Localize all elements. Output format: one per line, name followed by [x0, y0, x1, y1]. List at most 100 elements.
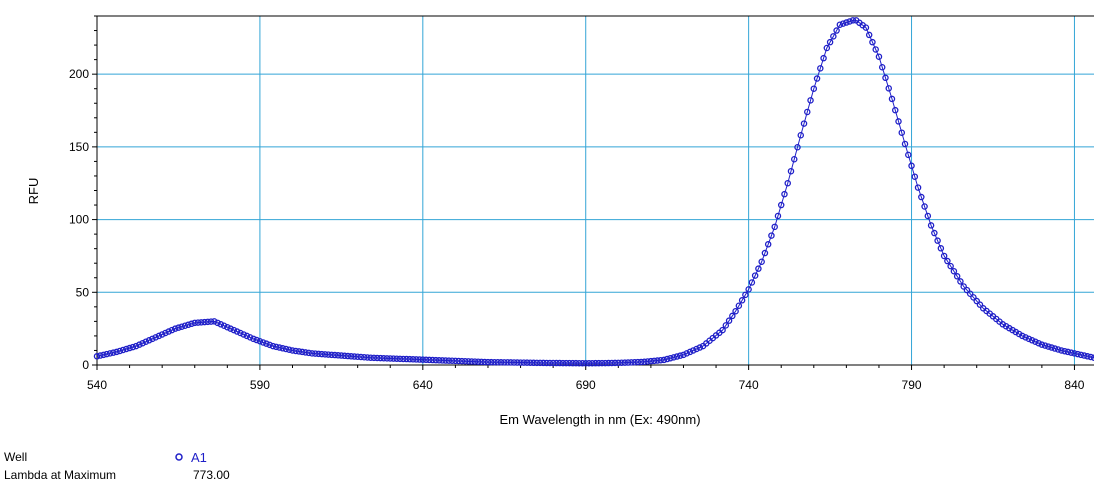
data-point [494, 358, 501, 366]
data-point [742, 291, 749, 299]
data-point [582, 359, 589, 367]
data-point [136, 341, 143, 348]
data-point [647, 357, 655, 365]
data-point [957, 278, 964, 285]
data-point [302, 349, 309, 356]
data-point [667, 354, 674, 362]
data-point [240, 331, 247, 338]
data-point [888, 95, 896, 103]
well-value: A1 [191, 450, 207, 465]
data-point [908, 162, 915, 170]
data-point [214, 319, 221, 327]
data-point [628, 359, 635, 366]
data-point [618, 359, 625, 366]
axis-tick-labels: 540 590 640 690 740 790 840 0 50 100 150 200 [69, 67, 1085, 392]
data-point [657, 356, 664, 364]
data-point [272, 343, 280, 351]
data-point [536, 359, 544, 367]
data-point [373, 354, 381, 362]
data-point [1090, 354, 1094, 361]
data-point [243, 332, 251, 340]
data-point [566, 359, 573, 367]
data-point [354, 353, 361, 361]
data-point [820, 54, 827, 62]
lambda-label: Lambda at Maximum [4, 468, 116, 482]
data-point [725, 317, 733, 324]
data-point [764, 241, 772, 248]
data-point [810, 85, 818, 92]
data-point [745, 286, 752, 293]
data-point [396, 355, 404, 363]
data-point [250, 335, 257, 343]
data-point [562, 359, 570, 367]
data-point [347, 353, 355, 360]
data-point [113, 348, 120, 356]
data-point [787, 167, 795, 175]
data-point [523, 359, 531, 366]
data-point [1032, 338, 1039, 345]
data-point [1074, 350, 1081, 358]
data-point [588, 359, 596, 367]
data-point [673, 353, 681, 360]
data-point [321, 351, 329, 358]
data-point [794, 143, 801, 151]
data-point [259, 339, 267, 346]
data-point [1041, 342, 1049, 349]
series-A1 [93, 17, 1094, 367]
data-point [1061, 347, 1068, 355]
data-point [119, 346, 127, 354]
data-point [308, 350, 316, 357]
lambda-value: 773.00 [193, 468, 230, 482]
data-point [911, 173, 919, 180]
data-point [575, 359, 583, 367]
data-point [849, 17, 857, 24]
data-point [419, 356, 427, 363]
data-point [755, 265, 762, 272]
data-point [817, 65, 824, 72]
data-point [1080, 352, 1088, 359]
data-point [129, 343, 137, 351]
data-point [383, 355, 391, 362]
data-point [637, 358, 645, 366]
data-point [569, 359, 576, 367]
data-point [556, 359, 563, 367]
data-point [422, 356, 430, 364]
legend-marker-icon [175, 453, 183, 461]
data-point [106, 350, 114, 357]
data-point [510, 359, 518, 366]
data-point [738, 297, 746, 304]
data-point [142, 338, 150, 345]
data-point [429, 356, 436, 364]
data-point [367, 354, 374, 361]
data-point [328, 351, 335, 359]
data-point [735, 302, 743, 309]
data-point [543, 359, 550, 367]
data-point [918, 193, 925, 201]
data-point [1019, 332, 1026, 340]
data-point [357, 353, 365, 361]
data-point [693, 345, 700, 353]
data-point [797, 131, 805, 139]
data-point [445, 357, 453, 364]
data-point [145, 337, 153, 344]
data-point [168, 326, 176, 334]
data-point [1022, 334, 1029, 341]
data-point [198, 319, 205, 326]
data-point [530, 359, 537, 367]
data-point [191, 319, 198, 327]
data-point [872, 46, 879, 53]
data-point [895, 118, 902, 125]
data-point [940, 252, 948, 260]
data-point [1028, 337, 1036, 344]
data-point [318, 350, 326, 358]
data-point [295, 348, 303, 355]
data-point [474, 358, 482, 365]
data-point [595, 359, 603, 367]
data-point [729, 312, 736, 320]
data-point [644, 358, 651, 365]
footer-info: Well A1 Lambda at Maximum 773.00 [4, 450, 230, 482]
data-point [602, 359, 609, 367]
data-point [1035, 339, 1042, 347]
data-point [970, 294, 977, 301]
data-point [409, 356, 417, 363]
